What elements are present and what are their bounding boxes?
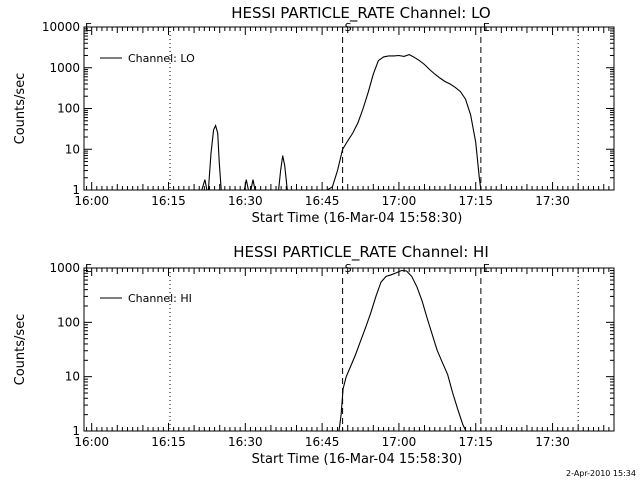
time-marker-label: E: [483, 21, 490, 34]
series-line: [278, 155, 288, 191]
x-axis-label: Start Time (16-Mar-04 15:58:30): [252, 452, 463, 467]
series-line: [207, 124, 222, 191]
y-tick-label: 100: [57, 315, 80, 329]
legend-label: Channel: HI: [128, 292, 192, 305]
x-axis-label: Start Time (16-Mar-04 15:58:30): [252, 211, 463, 226]
time-marker-label: E: [483, 262, 490, 275]
x-tick-label: 16:00: [74, 194, 109, 208]
corner-marker-label: E: [85, 21, 92, 34]
y-tick-label: 1000: [49, 61, 80, 75]
x-tick-label: 16:30: [228, 435, 263, 449]
x-tick-label: 17:00: [382, 435, 417, 449]
chart-title: HESSI PARTICLE_RATE Channel: HI: [233, 243, 489, 262]
x-tick-label: 17:30: [535, 194, 570, 208]
plot-frame: [83, 267, 615, 432]
x-tick-label: 16:45: [305, 435, 340, 449]
timestamp-label: 2-Apr-2010 15:34: [566, 469, 636, 478]
series-line: [338, 269, 467, 432]
series-line: [201, 179, 208, 191]
y-axis-label: Counts/sec: [13, 73, 28, 145]
y-tick-label: 1: [72, 424, 80, 438]
legend-label: Channel: LO: [128, 52, 195, 65]
x-tick-label: 16:45: [305, 194, 340, 208]
lo-channel-panel: HESSI PARTICLE_RATE Channel: LO 1 10 100 100…: [13, 4, 615, 226]
y-tick-label: 10000: [42, 20, 80, 34]
y-tick-label: 100: [57, 102, 80, 116]
series-line: [243, 179, 256, 191]
series-line: [326, 54, 482, 191]
x-tick-label: 16:15: [151, 194, 186, 208]
x-tick-label: 16:15: [151, 435, 186, 449]
x-tick-label: 16:30: [228, 194, 263, 208]
x-tick-label: 17:00: [382, 194, 417, 208]
x-tick-label: 17:15: [458, 435, 493, 449]
y-tick-label: 1: [72, 183, 80, 197]
hi-channel-panel: HESSI PARTICLE_RATE Channel: HI 1 10 100 100…: [13, 243, 615, 467]
x-tick-label: 16:00: [74, 435, 109, 449]
corner-marker-label: E: [85, 262, 92, 275]
y-tick-label: 10: [65, 142, 80, 156]
x-tick-label: 17:30: [535, 435, 570, 449]
y-tick-label: 1000: [49, 261, 80, 275]
chart-title: HESSI PARTICLE_RATE Channel: LO: [231, 4, 490, 23]
y-axis-label: Counts/sec: [13, 314, 28, 386]
y-tick-label: 10: [65, 370, 80, 384]
time-marker-label: S: [345, 262, 352, 275]
time-marker-label: S: [345, 21, 352, 34]
x-tick-label: 17:15: [458, 194, 493, 208]
